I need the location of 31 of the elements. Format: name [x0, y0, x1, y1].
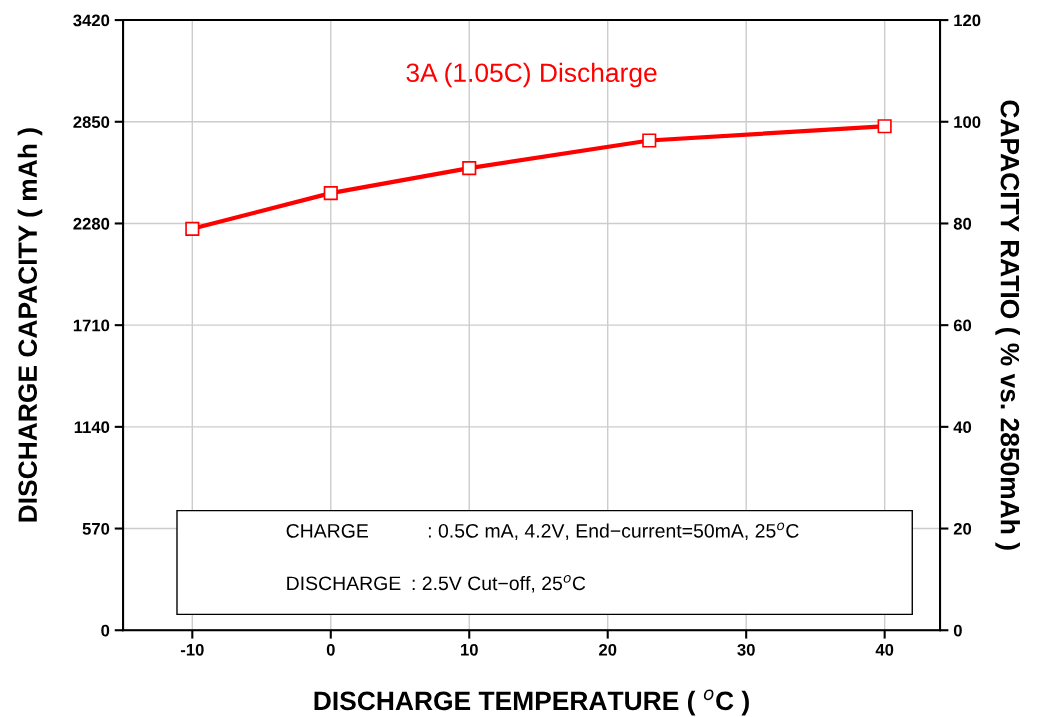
- point: [877, 119, 892, 134]
- y-axis-title: DISCHARGE CAPACITY ( mAh ): [17, 128, 43, 522]
- y-tick-label: 0: [101, 624, 110, 637]
- y-tick-label: 1710: [73, 319, 110, 332]
- x-tick-label: 40: [875, 643, 894, 656]
- point: [185, 221, 200, 236]
- x-axis-title: DISCHARGE TEMPERATURE ( $^{o}$C ): [314, 689, 749, 716]
- y2-tick-label: 80: [953, 217, 972, 230]
- x-tick-label: 30: [737, 643, 755, 656]
- point: [462, 161, 477, 176]
- y-tick-label: 3420: [73, 14, 110, 27]
- y2-tick-label: 20: [953, 522, 972, 535]
- y2-tick-label: 0: [953, 624, 962, 637]
- y-tick-label: 570: [82, 522, 110, 535]
- annotation: CHARGE : 0.5C mA, 4.2V, End−current=50mA, 25$^{o}$C: [286, 522, 799, 541]
- series-label: 3A (1.05C) Discharge: [406, 62, 657, 88]
- x-tick-label: 20: [599, 643, 617, 656]
- y-tick-label: 2280: [73, 217, 110, 230]
- y2-tick-label: 120: [954, 14, 981, 27]
- y2-axis-title: CAPACITY RATIO ( % vs. 2850mAh ): [995, 100, 1020, 550]
- x-tick-label: 10: [461, 643, 478, 656]
- y2-tick-label: 100: [954, 116, 981, 128]
- point: [642, 133, 657, 148]
- x-tick-label: 0: [326, 643, 335, 656]
- point: [323, 186, 338, 201]
- y-tick-label: 1140: [74, 421, 110, 434]
- x-tick-label: -10: [180, 643, 204, 656]
- y2-tick-label: 40: [953, 421, 972, 434]
- y2-tick-label: 60: [953, 319, 972, 332]
- y-tick-label: 2850: [73, 116, 110, 128]
- annotation: DISCHARGE : 2.5V Cut−off, 25$^{o}$C: [287, 574, 586, 593]
